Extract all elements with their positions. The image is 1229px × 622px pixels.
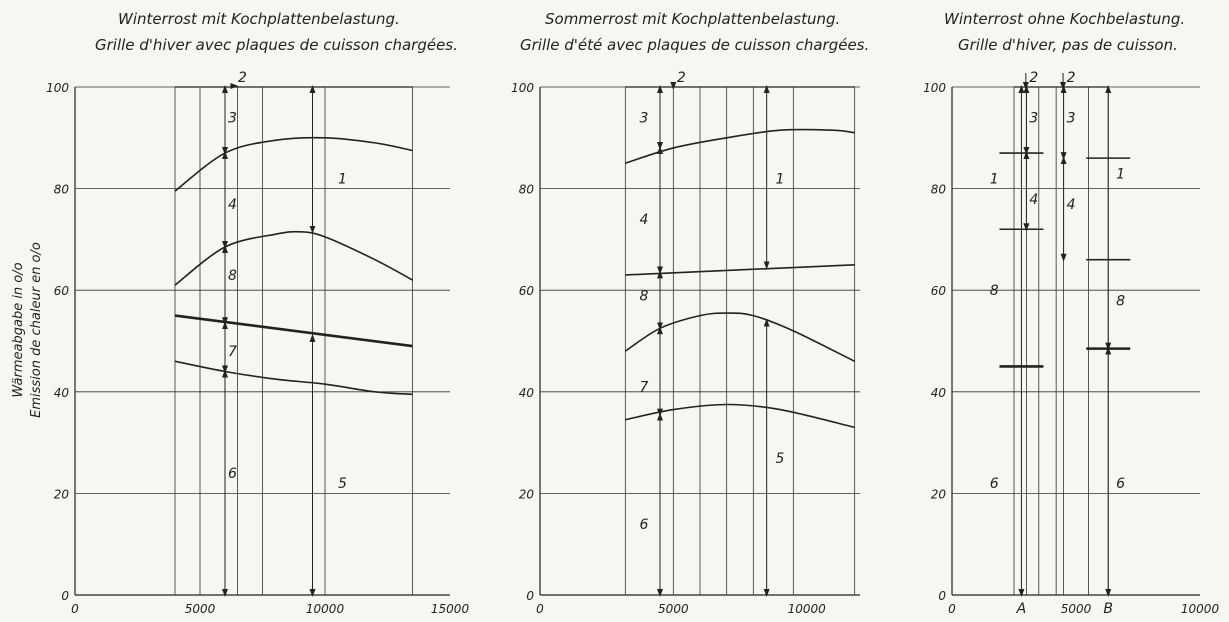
panel-2-title-de: Sommerrost mit Kochplattenbelastung. [545, 10, 840, 28]
y-tick-label: 60 [519, 284, 535, 298]
x-tick-label: 0 [536, 602, 544, 616]
panel-1-title-de: Winterrost mit Kochplattenbelastung. [118, 10, 400, 28]
panel-3-title-fr: Grille d'hiver, pas de cuisson. [958, 36, 1178, 54]
region-label-3: 3 [228, 110, 237, 126]
region-label-6: 6 [228, 466, 237, 482]
series-line-1 [625, 128, 855, 164]
region-label-2: 2 [1067, 70, 1076, 86]
y-tick-label: 100 [46, 81, 69, 95]
region-label-8: 8 [228, 268, 237, 284]
region-label-6: 6 [640, 517, 649, 533]
region-label-1: 1 [776, 171, 785, 187]
category-label-B: B [1103, 601, 1113, 617]
region-label-1: 1 [1116, 166, 1125, 182]
region-label-5: 5 [776, 451, 785, 467]
y-tick-label: 0 [61, 589, 69, 603]
region-label-4: 4 [1029, 192, 1038, 208]
category-label-A: A [1016, 601, 1027, 617]
series-line-4 [174, 360, 413, 396]
x-tick-label: 0 [71, 602, 79, 616]
y-tick-label: 40 [54, 386, 70, 400]
x-tick-label: 5000 [185, 602, 216, 616]
y-tick-label: 100 [923, 81, 946, 95]
region-label-7: 7 [228, 344, 237, 360]
panel-winter-grate-no-cooking: Winterrost ohne Kochbelastung. Grille d'… [923, 10, 1219, 617]
y-axis-label-group: Wärmeabgabe in o/o Emission de chaleur e… [11, 242, 44, 418]
y-tick-label: 100 [511, 81, 534, 95]
panel-2-title-fr: Grille d'été avec plaques de cuisson cha… [520, 36, 869, 54]
region-label-4: 4 [640, 212, 649, 228]
series-line-3 [174, 314, 413, 348]
region-label-1: 1 [338, 171, 347, 187]
region-label-6: 6 [1116, 476, 1125, 492]
x-tick-label: 10000 [1181, 602, 1220, 616]
x-tick-label: 0 [948, 602, 956, 616]
region-label-5: 5 [338, 476, 347, 492]
region-label-2: 2 [677, 70, 686, 86]
region-label-6: 6 [990, 476, 999, 492]
panel-winter-grate-with-cooking: Winterrost mit Kochplattenbelastung. Gri… [46, 10, 469, 616]
region-label-2: 2 [238, 70, 247, 86]
region-label-8: 8 [640, 288, 649, 304]
y-tick-label: 60 [931, 284, 947, 298]
region-label-2: 2 [1029, 70, 1038, 86]
x-tick-label: 10000 [788, 602, 827, 616]
y-tick-label: 20 [54, 487, 70, 501]
series-line-2 [174, 230, 413, 286]
region-label-7: 7 [640, 380, 649, 396]
y-tick-label: 80 [54, 183, 70, 197]
region-label-1: 1 [990, 171, 999, 187]
region-label-8: 8 [1116, 293, 1125, 309]
region-label-4: 4 [228, 197, 237, 213]
y-axis-label-fr: Emission de chaleur en o/o [29, 242, 44, 418]
region-label-8: 8 [990, 283, 999, 299]
region-label-3: 3 [1067, 110, 1076, 126]
panel-summer-grate-with-cooking: Sommerrost mit Kochplattenbelastung. Gri… [511, 10, 869, 616]
y-tick-label: 80 [931, 183, 947, 197]
region-label-4: 4 [1067, 197, 1076, 213]
x-tick-label: 15000 [431, 602, 470, 616]
y-tick-label: 20 [519, 487, 535, 501]
y-tick-label: 0 [526, 589, 534, 603]
x-tick-label: 10000 [306, 602, 345, 616]
region-label-3: 3 [1029, 110, 1038, 126]
y-tick-label: 20 [931, 487, 947, 501]
x-tick-label: 5000 [1061, 602, 1092, 616]
series-line-2 [625, 264, 855, 276]
y-axis-label-de: Wärmeabgabe in o/o [11, 262, 26, 397]
y-tick-label: 60 [54, 284, 70, 298]
y-tick-label: 40 [931, 386, 947, 400]
panel-1-title-fr: Grille d'hiver avec plaques de cuisson c… [95, 36, 458, 54]
panel-3-title-de: Winterrost ohne Kochbelastung. [944, 10, 1185, 28]
y-tick-label: 40 [519, 386, 535, 400]
y-tick-label: 80 [519, 183, 535, 197]
y-tick-label: 0 [938, 589, 946, 603]
series-line-1 [174, 136, 413, 192]
x-tick-label: 5000 [658, 602, 689, 616]
region-label-3: 3 [640, 110, 649, 126]
